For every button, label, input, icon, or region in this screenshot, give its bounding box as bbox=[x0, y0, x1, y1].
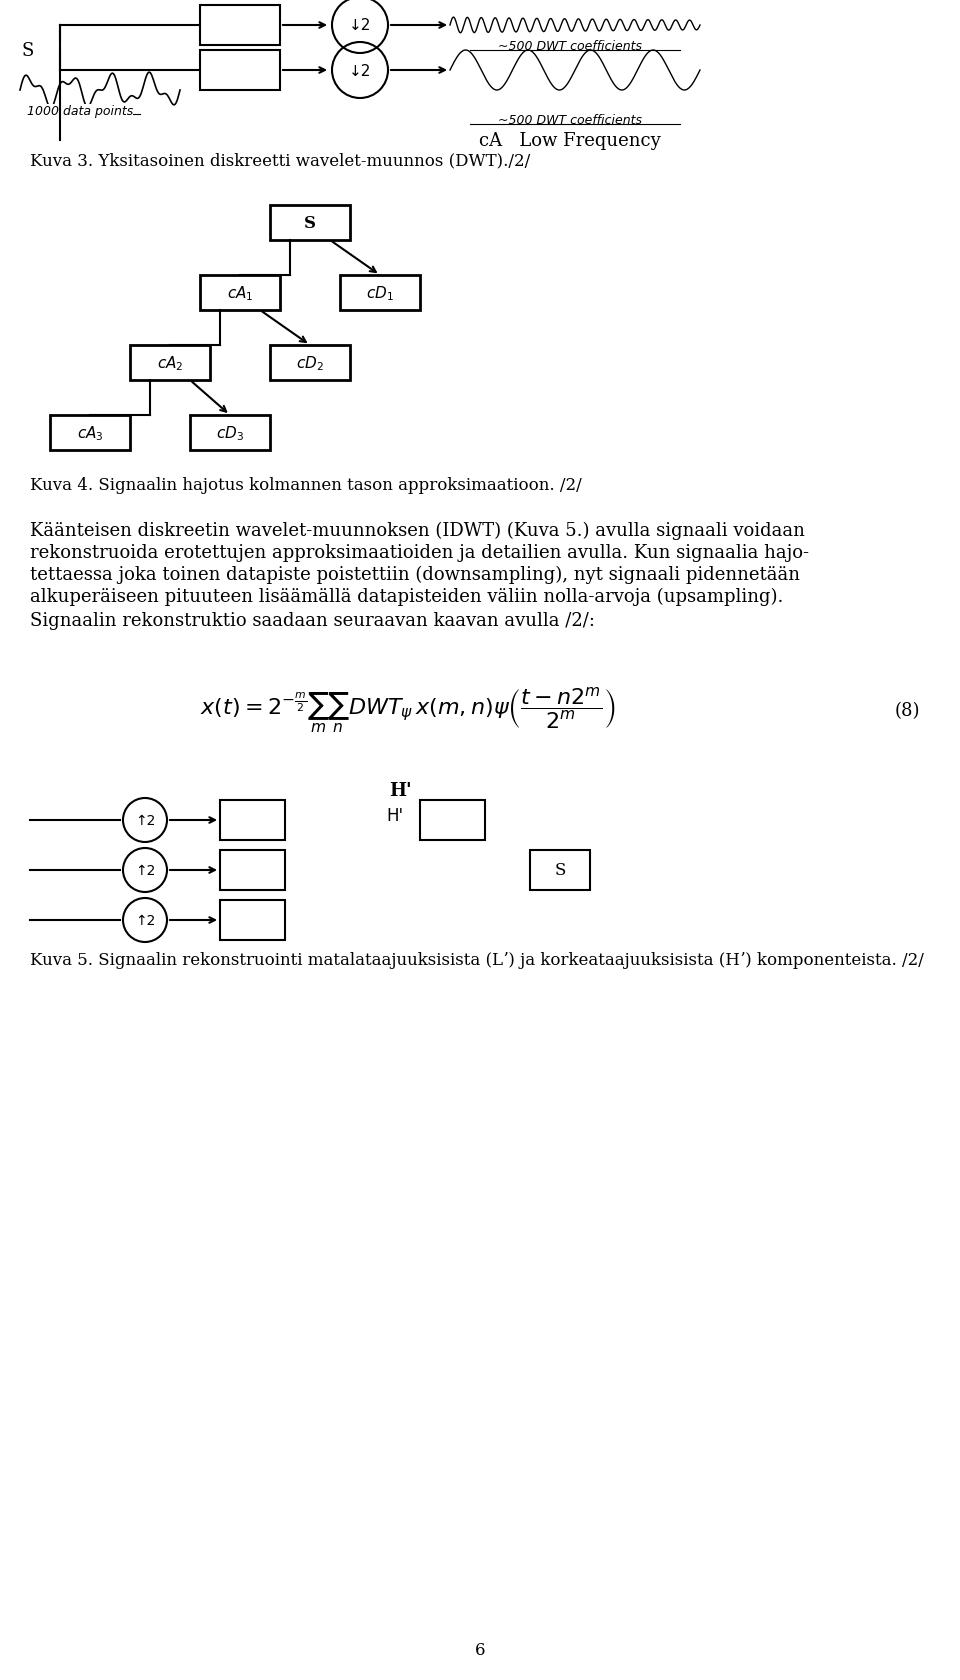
Text: S: S bbox=[554, 862, 565, 879]
Text: ~500 DWT coefficients: ~500 DWT coefficients bbox=[498, 114, 642, 128]
Bar bbox=[50, 415, 130, 450]
Text: $cD_3$: $cD_3$ bbox=[216, 425, 244, 444]
Text: Signaalin rekonstruktio saadaan seuraavan kaavan avulla /2/:: Signaalin rekonstruktio saadaan seuraava… bbox=[30, 612, 595, 630]
Text: alkuperäiseen pituuteen lisäämällä datapisteiden väliin nolla-arvoja (upsampling: alkuperäiseen pituuteen lisäämällä datap… bbox=[30, 588, 783, 606]
Bar bbox=[270, 346, 350, 381]
Bar bbox=[200, 276, 280, 311]
Bar bbox=[420, 801, 485, 840]
Text: S: S bbox=[304, 215, 316, 232]
Text: S: S bbox=[22, 42, 35, 60]
Bar bbox=[220, 900, 285, 941]
Text: ↑2: ↑2 bbox=[134, 813, 156, 828]
Text: $cA_1$: $cA_1$ bbox=[227, 284, 253, 302]
Bar bbox=[340, 276, 420, 311]
Text: ~500 DWT coefficients: ~500 DWT coefficients bbox=[498, 39, 642, 52]
Text: ↓2: ↓2 bbox=[348, 18, 372, 34]
Text: 6: 6 bbox=[475, 1641, 485, 1658]
Text: (8): (8) bbox=[895, 702, 920, 719]
Bar bbox=[270, 207, 350, 240]
Text: H': H' bbox=[387, 806, 403, 825]
Text: $cD_1$: $cD_1$ bbox=[366, 284, 394, 302]
Bar bbox=[220, 850, 285, 890]
Text: 1000 data points: 1000 data points bbox=[27, 104, 133, 118]
Text: $cA_3$: $cA_3$ bbox=[77, 425, 104, 444]
Text: Kuva 3. Yksitasoinen diskreetti wavelet-muunnos (DWT)./2/: Kuva 3. Yksitasoinen diskreetti wavelet-… bbox=[30, 153, 530, 170]
Bar bbox=[530, 850, 590, 890]
Text: $cA_2$: $cA_2$ bbox=[156, 354, 183, 373]
Bar bbox=[200, 7, 280, 45]
Text: ↑2: ↑2 bbox=[134, 914, 156, 927]
Text: tettaessa joka toinen datapiste poistettiin (downsampling), nyt signaali pidenne: tettaessa joka toinen datapiste poistett… bbox=[30, 566, 800, 583]
Bar bbox=[200, 50, 280, 91]
Text: H': H' bbox=[389, 781, 411, 800]
Text: ↓2: ↓2 bbox=[348, 64, 372, 79]
Bar bbox=[220, 801, 285, 840]
Text: ↑2: ↑2 bbox=[134, 864, 156, 877]
Text: $x(t) = 2^{-\frac{m}{2}} \sum_{m} \sum_{n} DWT_{\psi} \, x(m,n) \psi \left( \dfr: $x(t) = 2^{-\frac{m}{2}} \sum_{m} \sum_{… bbox=[200, 685, 615, 736]
Text: $cD_2$: $cD_2$ bbox=[296, 354, 324, 373]
Text: rekonstruoida erotettujen approksimaatioiden ja detailien avulla. Kun signaalia : rekonstruoida erotettujen approksimaatio… bbox=[30, 544, 809, 561]
Text: Käänteisen diskreetin wavelet-muunnoksen (IDWT) (Kuva 5.) avulla signaali voidaa: Käänteisen diskreetin wavelet-muunnoksen… bbox=[30, 521, 804, 539]
Text: Kuva 4. Signaalin hajotus kolmannen tason approksimaatioon. /2/: Kuva 4. Signaalin hajotus kolmannen taso… bbox=[30, 477, 582, 494]
Text: cA   Low Frequency: cA Low Frequency bbox=[479, 133, 660, 150]
Bar bbox=[190, 415, 270, 450]
Text: Kuva 5. Signaalin rekonstruointi matalataajuuksisista (Lʼ) ja korkeataajuuksisis: Kuva 5. Signaalin rekonstruointi matalat… bbox=[30, 953, 924, 969]
Bar bbox=[130, 346, 210, 381]
